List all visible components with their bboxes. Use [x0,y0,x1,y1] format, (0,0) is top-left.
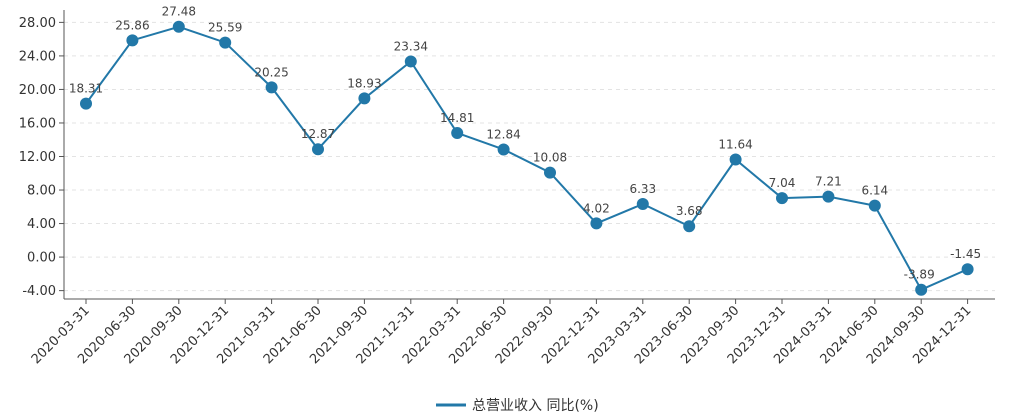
series [80,20,974,296]
data-point[interactable] [497,143,510,156]
data-point[interactable] [868,199,881,212]
data-label: 18.93 [347,76,381,90]
data-point[interactable] [312,143,324,156]
gridlines [64,21,995,292]
y-tick-label: 28.00 [19,16,56,31]
data-label: 6.14 [861,184,888,198]
data-point[interactable] [683,220,696,233]
data-label: 4.02 [583,201,610,215]
data-labels: 18.31 25.86 27.48 25.59 20.25 12.87 18.93 23.34… [69,5,981,282]
series-line [85,25,969,291]
data-label: 18.31 [69,82,103,96]
data-point[interactable] [265,81,278,94]
data-label: 25.59 [208,21,242,35]
data-label: -3.89 [904,268,935,282]
data-label: 23.34 [394,39,428,53]
data-label: -1.45 [950,247,981,261]
data-label: 25.86 [115,18,149,32]
legend-label: 总营业收入 同比(%) [472,398,599,413]
y-tick-label: 16.00 [19,116,56,131]
axes [63,10,995,300]
data-point[interactable] [358,92,371,105]
data-label: 27.48 [162,5,196,19]
data-point[interactable] [451,126,464,139]
data-point[interactable] [636,198,649,211]
data-label: 3.68 [676,204,703,218]
y-tick-label: 24.00 [19,49,56,64]
data-point[interactable] [219,36,232,49]
y-tick-label: -4.00 [22,284,56,299]
data-label: 7.04 [769,176,796,190]
data-point[interactable] [126,34,139,47]
data-point[interactable] [404,55,417,68]
data-point[interactable] [776,192,788,205]
y-tick-label: 12.00 [19,150,56,165]
y-tick-label: 4.00 [27,217,56,232]
y-tick-label: 0.00 [27,251,56,266]
data-point[interactable] [590,217,603,230]
data-point[interactable] [822,190,835,203]
data-point[interactable] [915,283,928,296]
data-label: 12.84 [486,127,520,141]
y-axis-ticks: -4.00 0.00 4.00 8.00 12.00 16.00 20.00 24.00 28.… [19,16,64,299]
data-label: 6.33 [629,182,656,196]
data-label: 11.64 [718,138,752,152]
data-label: 10.08 [533,151,567,165]
data-label: 12.87 [301,127,335,141]
data-label: 20.25 [254,65,288,79]
y-tick-label: 8.00 [27,184,56,199]
data-point[interactable] [172,20,185,33]
data-point[interactable] [961,263,974,276]
data-point[interactable] [544,166,556,179]
x-axis-ticks: 2020-03-312020-06-302020-09-302020-12-31… [29,299,974,367]
data-label: 7.21 [815,175,842,189]
data-point[interactable] [80,97,92,110]
data-point[interactable] [729,153,742,166]
legend[interactable]: 总营业收入 同比(%) [436,398,599,413]
data-label: 14.81 [440,111,474,125]
y-tick-label: 20.00 [19,83,56,98]
